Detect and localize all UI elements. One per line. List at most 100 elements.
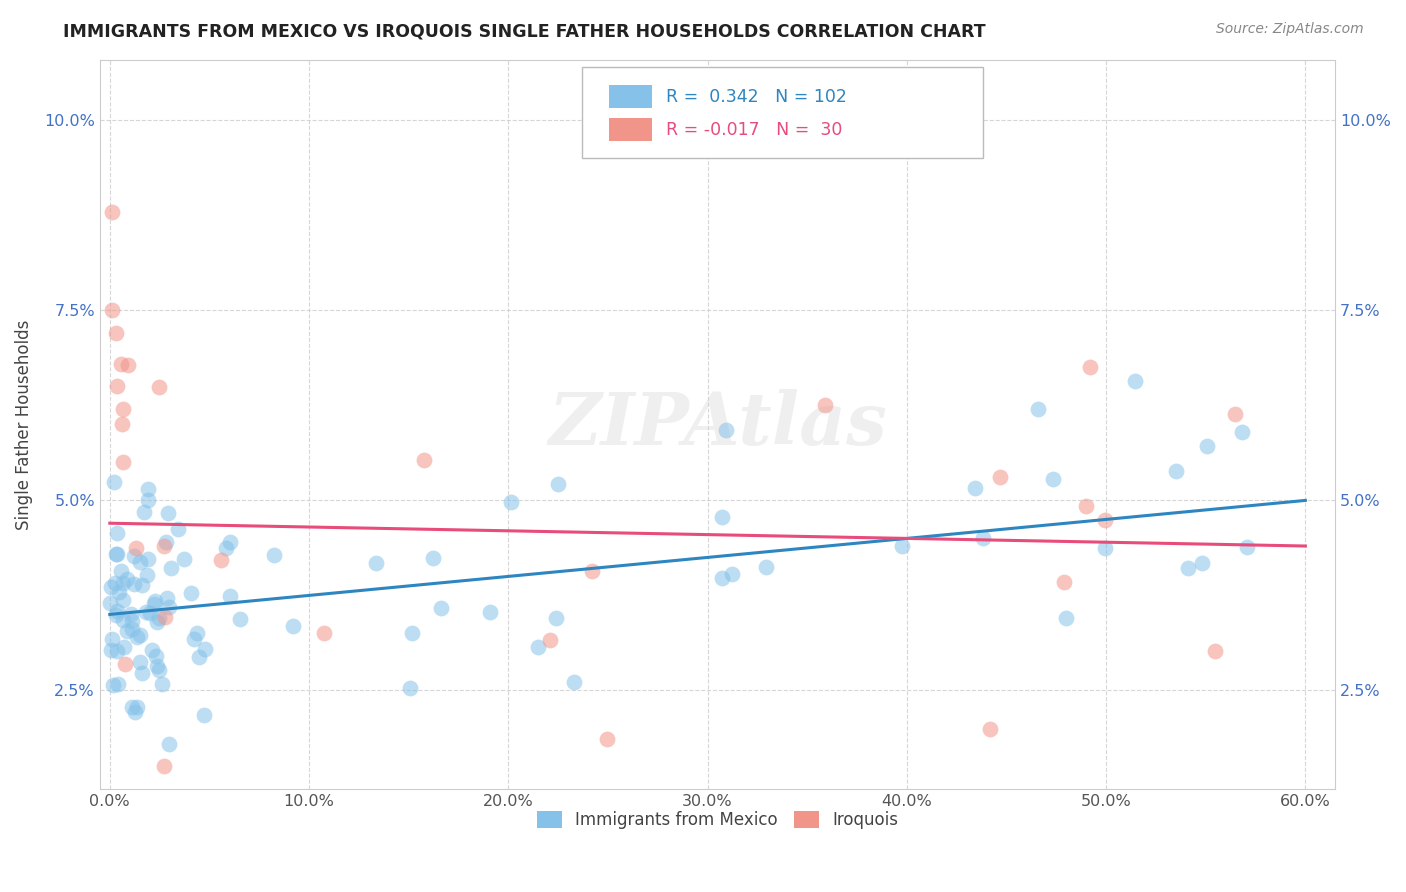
Point <box>122 549 145 563</box>
Point <box>111 455 134 469</box>
Point <box>479 605 502 619</box>
Point <box>105 326 128 341</box>
Point <box>124 706 146 720</box>
Point <box>312 625 335 640</box>
Point <box>131 666 153 681</box>
Point <box>103 678 125 692</box>
Point <box>1054 611 1077 625</box>
Point <box>173 552 195 566</box>
Point <box>972 531 994 545</box>
Point <box>152 539 174 553</box>
Point <box>135 605 157 619</box>
Point <box>129 655 152 669</box>
Point <box>501 494 523 508</box>
Point <box>112 592 135 607</box>
Point <box>120 607 142 622</box>
Point <box>183 632 205 646</box>
Text: ZIPAtlas: ZIPAtlas <box>548 389 887 460</box>
Point <box>153 759 176 773</box>
Point <box>103 475 125 489</box>
Point <box>1026 402 1049 417</box>
Point <box>155 535 177 549</box>
Point <box>115 572 138 586</box>
Point <box>1053 574 1076 589</box>
Point <box>422 550 444 565</box>
Point <box>136 552 159 566</box>
FancyBboxPatch shape <box>582 67 983 158</box>
Point <box>114 657 136 671</box>
Point <box>714 423 737 437</box>
Bar <box>609 118 652 141</box>
Point <box>143 597 166 611</box>
Point <box>148 610 170 624</box>
Legend: Immigrants from Mexico, Iroquois: Immigrants from Mexico, Iroquois <box>530 804 905 836</box>
Point <box>148 380 170 394</box>
Point <box>100 632 122 646</box>
Point <box>160 561 183 575</box>
Point <box>263 548 285 562</box>
Point <box>105 643 128 657</box>
Point <box>814 398 837 412</box>
Point <box>100 643 122 657</box>
Point <box>188 649 211 664</box>
Point <box>218 589 240 603</box>
Point <box>711 510 734 524</box>
Point <box>209 553 232 567</box>
Point <box>215 541 238 555</box>
Point <box>979 723 1001 737</box>
Point <box>136 482 159 496</box>
Point <box>135 568 157 582</box>
Point <box>194 642 217 657</box>
Point <box>121 622 143 636</box>
Y-axis label: Single Father Households: Single Father Households <box>15 319 32 530</box>
Point <box>105 604 128 618</box>
Point <box>1223 407 1246 421</box>
Point <box>111 417 134 432</box>
Point <box>136 492 159 507</box>
Point <box>105 607 128 622</box>
Point <box>131 578 153 592</box>
Point <box>139 606 162 620</box>
Point <box>166 521 188 535</box>
Point <box>228 611 250 625</box>
Point <box>430 601 453 615</box>
Point <box>544 611 567 625</box>
Point <box>112 575 135 590</box>
Point <box>721 566 744 581</box>
Point <box>125 700 148 714</box>
Point <box>100 303 122 318</box>
Point <box>107 677 129 691</box>
Point <box>1094 541 1116 556</box>
Point <box>562 675 585 690</box>
Point <box>413 452 436 467</box>
Point <box>150 677 173 691</box>
Point <box>1123 375 1146 389</box>
Point <box>401 626 423 640</box>
Point <box>755 560 778 574</box>
Bar <box>609 85 652 109</box>
Text: R =  0.342   N = 102: R = 0.342 N = 102 <box>665 87 846 106</box>
Point <box>596 731 619 746</box>
Point <box>153 609 176 624</box>
Point <box>1042 472 1064 486</box>
Point <box>128 555 150 569</box>
Text: Source: ZipAtlas.com: Source: ZipAtlas.com <box>1216 22 1364 37</box>
Point <box>1191 556 1213 570</box>
Point <box>98 596 121 610</box>
Point <box>115 624 138 638</box>
Point <box>157 599 180 614</box>
Point <box>399 681 422 695</box>
Point <box>111 402 134 417</box>
Point <box>710 571 733 585</box>
Point <box>125 630 148 644</box>
Point <box>218 534 240 549</box>
Point <box>1078 359 1101 374</box>
Point <box>890 539 912 553</box>
Point <box>1177 560 1199 574</box>
Point <box>117 358 139 372</box>
Point <box>1204 644 1226 658</box>
Point <box>581 564 603 578</box>
Point <box>125 541 148 556</box>
Point <box>129 628 152 642</box>
Point <box>121 614 143 628</box>
